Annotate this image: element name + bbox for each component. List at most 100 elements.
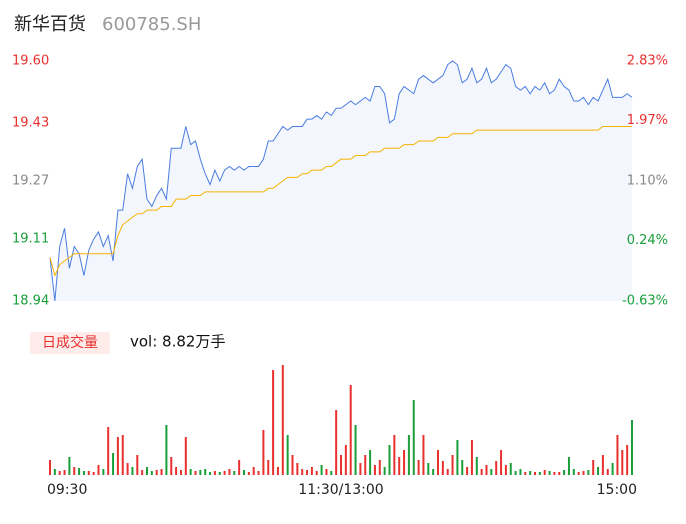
volume-bar: [601, 455, 604, 475]
volume-bar: [238, 460, 241, 475]
volume-bar: [286, 435, 289, 475]
volume-bar: [621, 450, 624, 475]
volume-bar: [49, 460, 51, 475]
price-line: [49, 60, 633, 302]
volume-bar: [466, 467, 469, 475]
volume-bar: [175, 467, 178, 475]
volume-bar: [315, 471, 318, 475]
volume-bar: [223, 471, 226, 475]
volume-bar: [165, 425, 168, 475]
volume-bar: [116, 437, 119, 475]
volume-bar: [485, 465, 488, 475]
volume-bar: [456, 440, 459, 475]
volume-bar: [53, 469, 56, 475]
volume-bar: [412, 400, 415, 475]
volume-bar: [572, 469, 575, 475]
volume-bar: [349, 385, 352, 475]
volume-bar: [631, 420, 633, 475]
volume-bar: [141, 470, 144, 475]
volume-bar: [388, 445, 391, 475]
volume-bar: [247, 472, 250, 475]
volume-bar: [68, 457, 71, 475]
volume-bar: [179, 470, 182, 475]
volume-bar: [213, 471, 216, 475]
volume-bar: [184, 437, 187, 475]
volume-bar: [582, 471, 585, 475]
volume-bar: [577, 472, 580, 475]
volume-bar: [136, 455, 139, 475]
volume-bar: [257, 471, 260, 475]
stock-code: 600785.SH: [102, 14, 201, 35]
average-line: [49, 125, 632, 278]
volume-bar: [291, 455, 294, 475]
volume-bar: [611, 463, 614, 475]
volume-bar: [616, 435, 619, 475]
price-area: [50, 61, 632, 301]
volume-bar: [325, 469, 328, 475]
volume-bar: [150, 471, 153, 475]
y2-tick-label: 2.83%: [627, 54, 668, 69]
volume-bar: [194, 471, 197, 475]
volume-bar: [567, 457, 570, 475]
y-tick-label: 19.27: [12, 174, 49, 189]
volume-bar: [233, 471, 236, 475]
y2-tick-label: 1.10%: [627, 174, 668, 189]
volume-bar: [160, 469, 163, 475]
volume-bar: [146, 467, 148, 475]
volume-bar: [262, 430, 265, 475]
volume-bar: [553, 472, 556, 475]
y-tick-label: 19.43: [12, 115, 49, 130]
volume-bar: [534, 472, 536, 475]
volume-bar: [63, 470, 66, 475]
volume-bar: [626, 445, 629, 475]
volume-bar: [495, 461, 498, 475]
volume-bar: [126, 463, 129, 475]
volume-bar: [58, 471, 61, 475]
volume-bar: [470, 440, 473, 475]
y2-tick-label: -0.63%: [622, 294, 668, 309]
volume-bar: [432, 469, 435, 475]
volume-button[interactable]: 日成交量: [42, 334, 98, 351]
volume-bar: [538, 472, 541, 475]
volume-bar: [73, 467, 76, 475]
volume-bar: [281, 365, 284, 475]
volume-bar: [276, 467, 279, 475]
volume-bar: [155, 470, 158, 475]
volume-bar: [228, 469, 231, 475]
volume-bar: [359, 463, 362, 475]
volume-bar: [344, 445, 347, 475]
volume-bar: [587, 470, 590, 475]
y2-tick-label: 1.97%: [627, 113, 668, 128]
volume-bar: [306, 470, 309, 475]
volume-button-bg[interactable]: [30, 332, 110, 354]
volume-bar: [437, 450, 439, 475]
volume-bar: [403, 450, 406, 475]
volume-bar: [393, 435, 396, 475]
volume-bar: [543, 470, 546, 475]
volume-bar: [490, 469, 493, 475]
volume-bar: [107, 427, 110, 475]
x-tick-label: 09:30: [47, 482, 87, 498]
volume-bar: [354, 425, 357, 475]
y-tick-label: 19.60: [12, 54, 49, 69]
volume-bar: [335, 410, 338, 475]
y-tick-label: 18.94: [12, 294, 49, 309]
volume-bar: [272, 370, 275, 475]
volume-bar: [243, 470, 245, 475]
volume-bar: [558, 472, 561, 475]
volume-bar: [296, 463, 299, 475]
volume-bar: [461, 460, 464, 475]
volume-bar: [417, 460, 420, 475]
volume-bar: [500, 450, 503, 475]
y2-tick-label: 0.24%: [627, 233, 668, 248]
volume-bar: [330, 471, 333, 475]
volume-bar: [524, 472, 527, 475]
volume-bar: [209, 472, 212, 475]
volume-bar: [121, 435, 124, 475]
volume-bar: [514, 471, 517, 475]
volume-bar: [82, 471, 85, 475]
volume-bar: [427, 463, 430, 475]
stock-name: 新华百货: [14, 14, 86, 35]
volume-bar: [563, 470, 566, 475]
volume-bar: [340, 455, 342, 475]
